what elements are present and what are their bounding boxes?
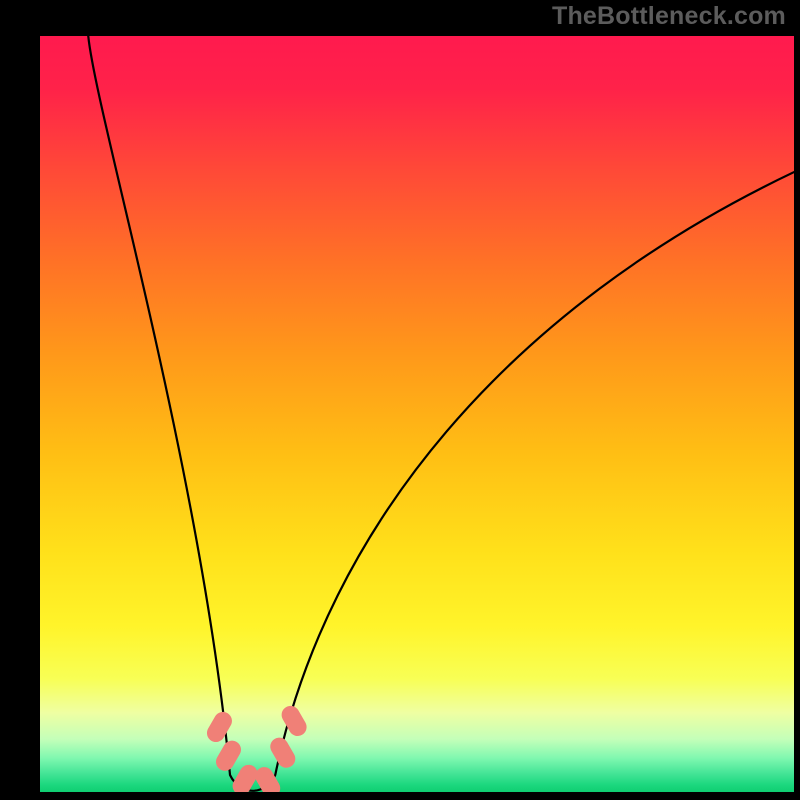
plot-area [40, 36, 794, 792]
gradient-background [40, 36, 794, 792]
watermark-text: TheBottleneck.com [552, 2, 786, 31]
plot-svg [40, 36, 794, 792]
chart-container: TheBottleneck.com [0, 0, 800, 800]
